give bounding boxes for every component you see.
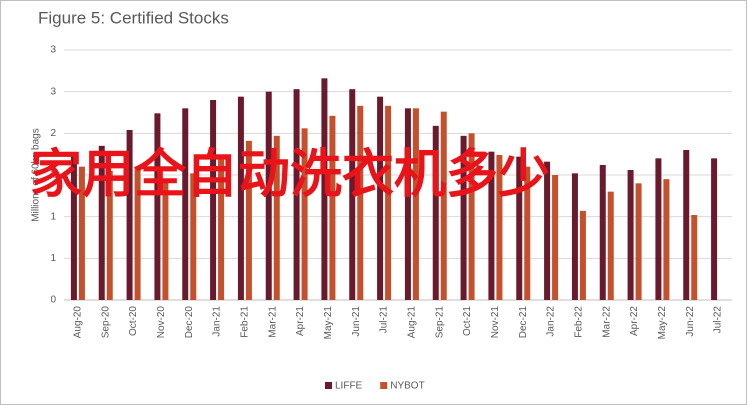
bar xyxy=(377,96,384,301)
bar xyxy=(293,89,300,301)
y-tick-label: 3 xyxy=(50,86,56,97)
bar xyxy=(404,108,411,300)
bar xyxy=(544,161,551,300)
overlay-text: 家用全自动洗衣机多少 xyxy=(30,145,550,205)
x-tick-label: Jul-22 xyxy=(713,306,724,334)
bar xyxy=(182,108,189,300)
bar xyxy=(162,179,169,300)
x-tick-label: Feb-21 xyxy=(240,306,251,338)
bar xyxy=(106,170,113,300)
bar xyxy=(635,183,642,300)
bar xyxy=(210,100,217,300)
y-tick-label: 2 xyxy=(50,128,56,139)
bar xyxy=(98,145,105,300)
x-tick-label: Nov-21 xyxy=(490,306,501,339)
bar xyxy=(412,108,419,300)
x-tick-label: Dec-21 xyxy=(518,306,529,339)
bar xyxy=(683,150,690,300)
bar xyxy=(579,210,586,300)
y-tick-label: 1 xyxy=(50,253,56,264)
x-tick-label: Sep-20 xyxy=(100,306,111,339)
x-tick-label: May-21 xyxy=(323,306,334,340)
x-tick-label: Mar-21 xyxy=(267,306,278,338)
x-tick-label: Oct-21 xyxy=(462,306,473,336)
x-tick-label: Apr-22 xyxy=(629,306,640,336)
bar xyxy=(496,155,503,300)
y-tick-label: 0 xyxy=(50,295,56,306)
x-tick-label: Dec-20 xyxy=(184,306,195,339)
bar xyxy=(154,113,161,300)
bar xyxy=(218,155,225,300)
x-tick-label: Mar-22 xyxy=(601,306,612,338)
y-tick-label: 3 xyxy=(50,45,56,56)
y-axis-label: Millions of 60kg bags xyxy=(31,128,42,221)
bar xyxy=(468,133,475,300)
legend-swatch xyxy=(325,382,332,389)
bar xyxy=(440,111,447,301)
x-tick-label: Apr-21 xyxy=(295,306,306,336)
x-tick-label: Jan-22 xyxy=(546,306,557,337)
bar xyxy=(349,89,356,301)
legend-label: LIFFE xyxy=(335,381,363,392)
bar xyxy=(265,91,272,301)
chart-title: Figure 5: Certified Stocks xyxy=(38,8,229,27)
bar xyxy=(190,173,197,300)
bar xyxy=(321,78,328,300)
y-tick-label: 1 xyxy=(50,211,56,222)
x-tick-label: May-22 xyxy=(657,306,668,340)
bar xyxy=(663,179,670,300)
y-tick-label: 2 xyxy=(50,170,56,181)
bar xyxy=(460,135,467,300)
bar xyxy=(357,105,364,300)
x-tick-label: Feb-22 xyxy=(574,306,585,338)
x-tick-label: Jun-21 xyxy=(351,306,362,337)
x-tick-label: Sep-21 xyxy=(434,306,445,339)
x-tick-label: Jun-22 xyxy=(685,306,696,337)
bar xyxy=(691,215,698,300)
bar xyxy=(134,166,141,300)
x-tick-label: Aug-21 xyxy=(407,306,418,339)
bar xyxy=(655,158,662,300)
bar xyxy=(329,115,336,300)
x-tick-label: Nov-20 xyxy=(156,306,167,339)
bar xyxy=(552,175,559,300)
bar xyxy=(607,191,614,300)
bar xyxy=(516,156,523,300)
bar xyxy=(488,151,495,300)
bar xyxy=(237,96,244,301)
bar xyxy=(627,170,634,300)
x-tick-label: Aug-20 xyxy=(73,306,84,339)
bar xyxy=(273,135,280,300)
x-tick-label: Oct-20 xyxy=(128,306,139,336)
bar xyxy=(432,125,439,300)
bar xyxy=(571,173,578,300)
bar xyxy=(78,166,85,300)
x-tick-label: Jan-21 xyxy=(212,306,223,337)
bar xyxy=(524,166,531,300)
bar xyxy=(245,140,252,300)
bar xyxy=(126,130,133,300)
bar xyxy=(385,105,392,300)
legend-swatch xyxy=(380,382,388,389)
bar xyxy=(70,154,77,300)
legend-label: NYBOT xyxy=(390,381,424,392)
bar xyxy=(711,158,718,300)
bar xyxy=(301,128,308,300)
bar xyxy=(599,165,606,300)
x-tick-label: Jul-21 xyxy=(379,306,390,334)
